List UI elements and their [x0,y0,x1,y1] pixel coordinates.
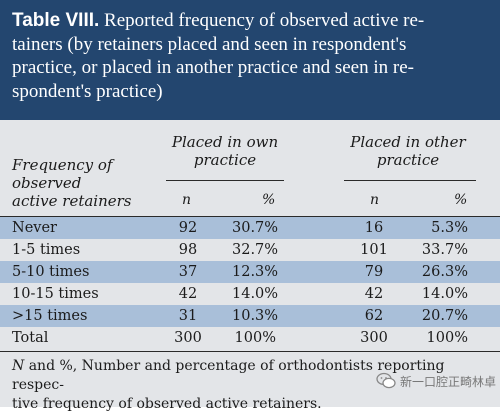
cell-own-percent: 12.3% [232,264,279,280]
cell-own-n: 300 [174,330,202,346]
cell-frequency: 10-15 times [12,286,99,302]
watermark: 新一口腔正畸林卓 [376,370,496,392]
footnote-n-letter: N [12,358,25,374]
table-caption: Table VIII. Reported frequency of observ… [0,0,500,120]
cell-frequency: Total [12,330,49,346]
row-header: Frequency of observed active retainers [12,156,162,210]
cell-other-n: 62 [364,308,384,324]
cell-own-percent: 10.3% [232,308,279,324]
group1-rule [166,180,284,181]
cell-frequency: 1-5 times [12,242,81,258]
table-row-total: Total 300 100% 300 100% [0,327,500,349]
watermark-text: 新一口腔正畸林卓 [400,374,497,389]
cell-own-n: 92 [178,220,198,236]
group2-rule [344,180,476,181]
footnote-line-2: tive frequency of observed active retain… [12,396,322,412]
caption-line-1: Reported frequency of observed active re… [104,10,425,31]
cell-other-percent: 14.0% [421,286,468,302]
subheader-percent-other: % [454,192,468,208]
group1-line-2: practice [193,151,257,169]
cell-other-n: 79 [364,264,384,280]
subheader-percent-own: % [262,192,276,208]
subheader-n-own: n [182,192,192,208]
cell-other-percent: 33.7% [421,242,468,258]
cell-other-n: 300 [360,330,388,346]
cell-own-n: 31 [178,308,198,324]
cell-other-percent: 20.7% [421,308,468,324]
cell-other-percent: 5.3% [431,220,468,236]
table-row: >15 times 31 10.3% 62 20.7% [0,305,500,327]
table-row: 1-5 times 98 32.7% 101 33.7% [0,239,500,261]
table-row: Never 92 30.7% 16 5.3% [0,217,500,239]
cell-own-percent: 32.7% [232,242,279,258]
cell-other-n: 101 [360,242,388,258]
cell-frequency: >15 times [12,308,88,324]
cell-own-n: 37 [178,264,198,280]
footer-rule [0,351,500,352]
cell-other-percent: 100% [426,330,468,346]
row-header-line-1: Frequency of [12,156,113,174]
footnote-line-1: and %, Number and percentage of orthodon… [12,358,445,393]
cell-other-n: 42 [364,286,384,302]
group2-line-1: Placed in other [350,133,466,151]
caption-line-3: practice, or placed in another practice … [12,57,414,78]
group2-line-2: practice [376,151,440,169]
table-number: Table VIII. [12,10,100,31]
table-row: 5-10 times 37 12.3% 79 26.3% [0,261,500,283]
group-header-own-practice: Placed in own practice [170,133,280,169]
cell-own-n: 98 [178,242,198,258]
cell-other-percent: 26.3% [421,264,468,280]
cell-frequency: Never [12,220,57,236]
table-row: 10-15 times 42 14.0% 42 14.0% [0,283,500,305]
cell-other-n: 16 [364,220,384,236]
wechat-icon [376,372,396,390]
caption-line-4: spondent's practice) [12,80,163,102]
subheader-n-other: n [370,192,380,208]
cell-own-percent: 100% [234,330,276,346]
row-header-line-2: observed [12,174,82,192]
group1-line-1: Placed in own [171,133,279,151]
row-header-line-3: active retainers [12,192,132,210]
cell-own-percent: 30.7% [232,220,279,236]
cell-own-n: 42 [178,286,198,302]
header-rule [0,216,500,217]
caption-line-2: tainers (by retainers placed and seen in… [12,33,407,55]
group-header-other-practice: Placed in other practice [348,133,468,169]
cell-frequency: 5-10 times [12,264,90,280]
cell-own-percent: 14.0% [232,286,279,302]
